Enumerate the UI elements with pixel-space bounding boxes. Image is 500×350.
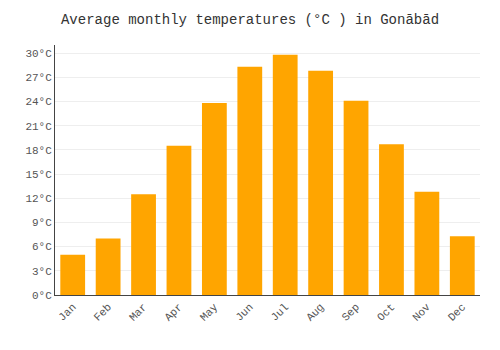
svg-text:Aug: Aug (304, 301, 326, 323)
svg-text:Mar: Mar (127, 301, 149, 323)
svg-text:May: May (198, 301, 221, 324)
svg-text:30°C: 30°C (25, 48, 52, 60)
svg-text:Jan: Jan (56, 301, 78, 323)
svg-text:3°C: 3°C (32, 266, 52, 278)
svg-text:Average monthly temperatures (: Average monthly temperatures (°C ) in Go… (61, 12, 439, 28)
svg-text:6°C: 6°C (32, 241, 52, 253)
svg-text:Oct: Oct (375, 301, 397, 323)
svg-text:Jul: Jul (269, 301, 291, 323)
svg-text:12°C: 12°C (25, 193, 52, 205)
svg-text:Apr: Apr (162, 301, 184, 323)
svg-text:27°C: 27°C (25, 72, 52, 84)
svg-text:Sep: Sep (340, 301, 362, 323)
svg-text:Jun: Jun (233, 301, 255, 323)
svg-text:9°C: 9°C (32, 217, 52, 229)
svg-text:Feb: Feb (92, 301, 114, 323)
svg-text:Nov: Nov (410, 301, 433, 324)
svg-text:Dec: Dec (446, 301, 468, 323)
svg-text:21°C: 21°C (25, 121, 52, 133)
svg-text:15°C: 15°C (25, 169, 52, 181)
svg-text:0°C: 0°C (32, 290, 52, 302)
svg-text:24°C: 24°C (25, 96, 52, 108)
svg-text:18°C: 18°C (25, 145, 52, 157)
